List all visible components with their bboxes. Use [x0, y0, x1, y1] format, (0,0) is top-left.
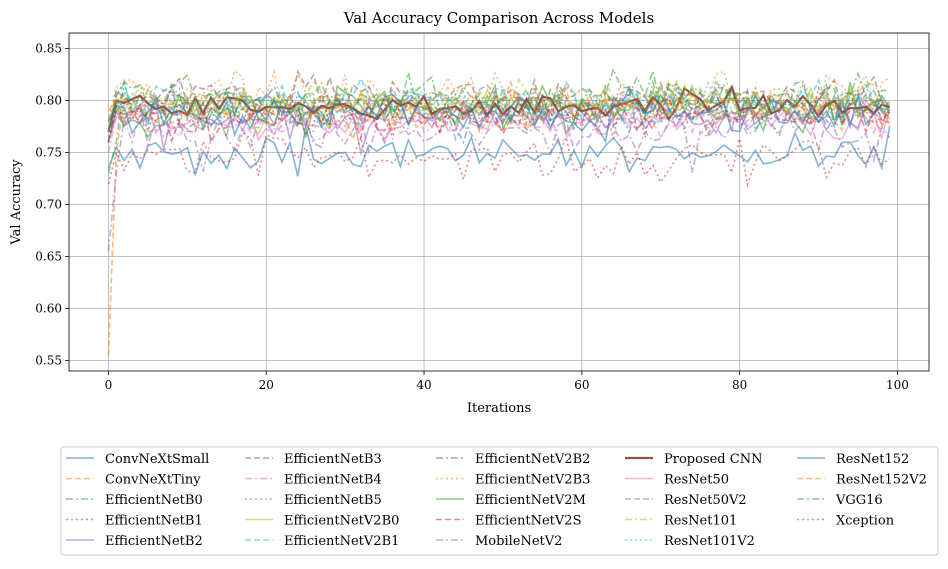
series-line	[107, 126, 891, 177]
x-tick-label: 40	[416, 378, 431, 392]
legend-item: EfficientNetB1	[66, 514, 203, 529]
legend-label: VGG16	[835, 493, 883, 508]
legend-label: ConvNeXtSmall	[105, 452, 209, 467]
legend-label: Xception	[836, 514, 895, 529]
legend-label: EfficientNetV2S	[475, 514, 581, 529]
legend-label: EfficientNetB1	[105, 514, 203, 529]
legend-label: ConvNeXtTiny	[105, 473, 201, 488]
y-tick-label: 0.70	[35, 198, 62, 212]
legend-label: EfficientNetV2B0	[284, 514, 399, 529]
series-line	[107, 83, 891, 143]
chart-title: Val Accuracy Comparison Across Models	[343, 9, 654, 27]
legend-item: VGG16	[797, 493, 883, 508]
legend-label: ResNet152V2	[836, 473, 927, 488]
series-line	[107, 79, 891, 142]
x-axis-label: Iterations	[467, 401, 531, 416]
legend-item: ResNet101	[625, 514, 737, 529]
legend-item: EfficientNetV2S	[436, 514, 581, 529]
legend-item: ConvNeXtTiny	[66, 473, 201, 488]
x-tick-label: 100	[886, 378, 909, 392]
legend-item: EfficientNetB2	[66, 534, 203, 549]
series-line	[107, 84, 891, 140]
legend: ConvNeXtSmall ConvNeXtTiny EfficientNetB0 E…	[60, 446, 939, 556]
y-tick-label: 0.65	[35, 250, 62, 264]
legend-label: MobileNetV2	[475, 534, 562, 549]
plot-frame	[68, 32, 930, 372]
legend-item: ConvNeXtSmall	[66, 452, 209, 467]
legend-item: EfficientNetV2B1	[245, 534, 399, 549]
legend-item: ResNet152	[797, 452, 909, 467]
legend-label: ResNet101V2	[664, 534, 755, 549]
series-line	[107, 85, 891, 145]
axis-ticks: 0 20 40 60 80 100 0.55 0.60 0.65 0.70 0.75 0.80 0.85	[35, 42, 909, 392]
legend-label: EfficientNetV2B3	[475, 473, 590, 488]
series-line	[107, 94, 891, 144]
legend-label: EfficientNetV2B2	[475, 452, 590, 467]
legend-item: EfficientNetV2B3	[436, 473, 590, 488]
x-tick-label: 60	[574, 378, 589, 392]
legend-item: Xception	[797, 514, 895, 529]
legend-item: EfficientNetV2B2	[436, 452, 590, 467]
y-tick-label: 0.60	[35, 302, 62, 316]
series-line	[107, 80, 891, 133]
legend-item: EfficientNetB4	[245, 473, 382, 488]
y-tick-label: 0.55	[35, 354, 62, 368]
legend-item: EfficientNetB3	[245, 452, 382, 467]
legend-item: ResNet152V2	[797, 473, 927, 488]
series-lines	[107, 66, 891, 356]
legend-label: EfficientNetV2B1	[284, 534, 399, 549]
legend-label: EfficientNetB3	[284, 452, 382, 467]
legend-label: ResNet152	[836, 452, 909, 467]
y-tick-label: 0.75	[35, 146, 62, 160]
legend-label: EfficientNetV2M	[475, 493, 586, 508]
y-tick-label: 0.80	[35, 94, 62, 108]
series-line	[107, 106, 891, 252]
legend-frame	[60, 446, 939, 556]
legend-item: EfficientNetB0	[66, 493, 203, 508]
legend-item: Proposed CNN	[625, 452, 762, 467]
series-line	[107, 68, 890, 143]
legend-label: ResNet101	[664, 514, 737, 529]
y-axis-label: Val Accuracy	[9, 159, 24, 246]
y-tick-label: 0.85	[35, 42, 62, 56]
legend-label: ResNet50V2	[664, 493, 747, 508]
legend-label: EfficientNetB2	[105, 534, 203, 549]
series-line	[107, 131, 891, 188]
legend-item: EfficientNetB5	[245, 493, 382, 508]
legend-label: Proposed CNN	[664, 452, 762, 467]
series-line	[107, 96, 891, 153]
legend-item: ResNet50	[625, 473, 729, 488]
legend-item: MobileNetV2	[436, 534, 562, 549]
legend-label: EfficientNetB0	[105, 493, 203, 508]
legend-item: ResNet50V2	[625, 493, 747, 508]
x-tick-label: 80	[732, 378, 747, 392]
legend-item: EfficientNetV2B0	[245, 514, 399, 529]
legend-label: EfficientNetB5	[284, 493, 382, 508]
grid	[69, 33, 929, 371]
series-line	[107, 90, 891, 356]
legend-item: ResNet101V2	[625, 534, 755, 549]
x-tick-label: 20	[259, 378, 274, 392]
legend-label: EfficientNetB4	[284, 473, 382, 488]
legend-label: ResNet50	[664, 473, 729, 488]
legend-item: EfficientNetV2M	[436, 493, 586, 508]
x-tick-label: 0	[105, 378, 113, 392]
